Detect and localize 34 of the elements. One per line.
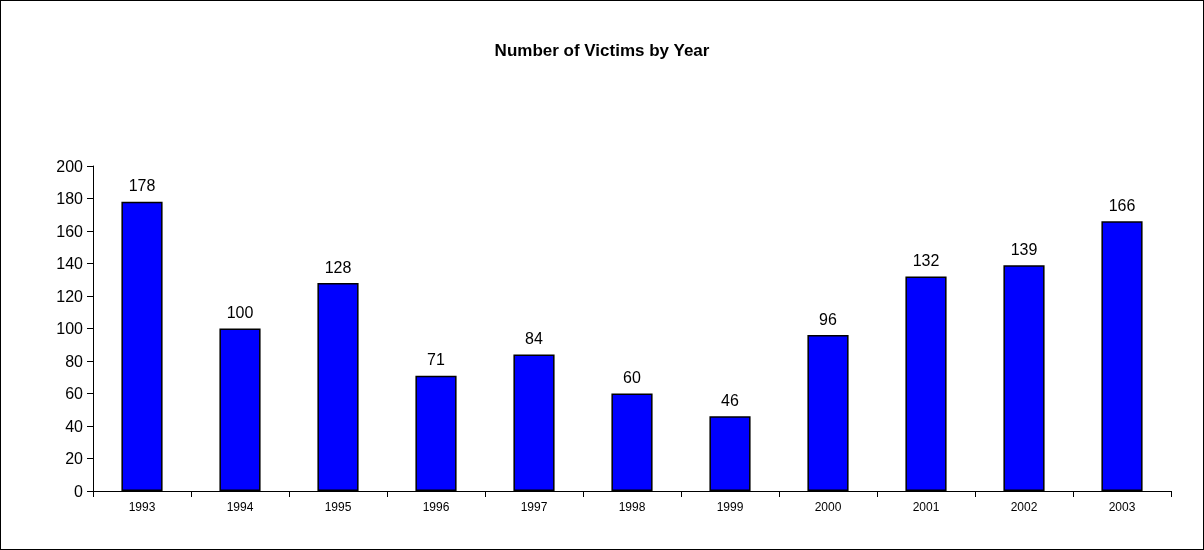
- data-label: 139: [1010, 240, 1038, 258]
- data-label: 46: [721, 391, 739, 409]
- x-tick-label: 1993: [128, 500, 156, 514]
- y-tick-label: 140: [56, 255, 84, 272]
- x-tick-label: 2001: [912, 500, 940, 514]
- y-tick-label: 20: [65, 450, 84, 467]
- y-tick-label: 80: [65, 352, 84, 370]
- data-label: 166: [1108, 196, 1136, 214]
- y-tick-label: 160: [56, 222, 84, 240]
- data-label: 132: [912, 252, 940, 269]
- y-tick-label: 60: [65, 385, 84, 402]
- x-tick-label: 1994: [226, 500, 254, 514]
- x-tick-label: 2003: [1108, 500, 1136, 514]
- data-label: 71: [427, 351, 445, 369]
- x-tick-label: 1995: [324, 500, 352, 514]
- x-tick-label: 2002: [1010, 500, 1038, 514]
- data-label: 128: [324, 258, 352, 276]
- y-tick-label: 0: [74, 482, 84, 500]
- data-label: 96: [819, 310, 837, 328]
- y-tick-label: 40: [65, 417, 84, 435]
- y-tick-label: 200: [56, 157, 84, 175]
- x-tick-label: 2000: [814, 500, 842, 514]
- chart-title: Number of Victims by Year: [494, 41, 710, 60]
- y-tick-label: 180: [56, 190, 84, 207]
- data-label: 60: [623, 369, 641, 386]
- x-tick-label: 1999: [716, 500, 744, 514]
- x-tick-label: 1996: [422, 500, 450, 514]
- y-tick-label: 120: [56, 287, 84, 305]
- data-label: 178: [128, 177, 156, 195]
- data-label: 100: [226, 304, 254, 321]
- x-tick-label: 1997: [520, 500, 548, 514]
- y-tick-label: 100: [56, 320, 84, 337]
- x-tick-label: 1998: [618, 500, 646, 514]
- data-label: 84: [525, 330, 543, 347]
